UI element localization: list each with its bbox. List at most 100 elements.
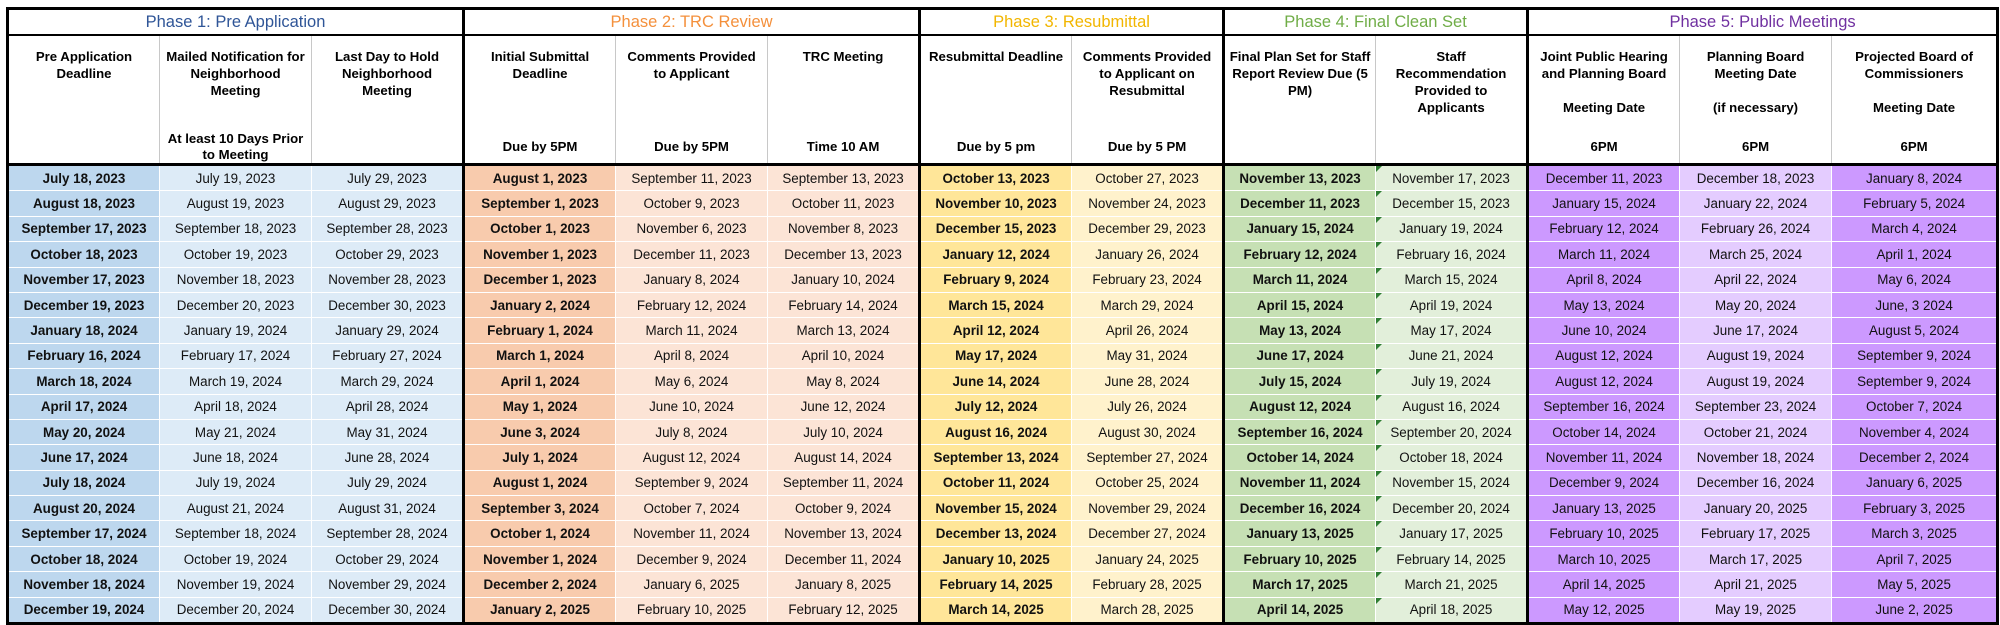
date-cell[interactable]: December 11, 2023 xyxy=(1526,164,1681,192)
date-cell[interactable]: April 7, 2025 xyxy=(1831,546,2000,573)
date-cell[interactable]: April 17, 2024 xyxy=(6,394,160,420)
date-cell[interactable]: April 14, 2025 xyxy=(1222,597,1377,625)
date-cell[interactable]: February 26, 2024 xyxy=(1679,216,1833,243)
date-cell[interactable]: February 10, 2025 xyxy=(615,597,769,625)
date-cell[interactable]: September 16, 2024 xyxy=(1222,419,1377,446)
date-cell[interactable]: January 24, 2025 xyxy=(1071,546,1225,573)
date-cell[interactable]: November 24, 2023 xyxy=(1071,190,1225,217)
date-cell[interactable]: May 6, 2024 xyxy=(615,368,769,395)
date-cell[interactable]: April 28, 2024 xyxy=(311,394,465,420)
date-cell[interactable]: May 31, 2024 xyxy=(1071,343,1225,370)
date-cell[interactable]: December 30, 2023 xyxy=(311,292,465,319)
date-cell[interactable]: May 13, 2024 xyxy=(1526,292,1681,319)
date-cell[interactable]: March 17, 2025 xyxy=(1222,571,1377,598)
date-cell[interactable]: January 18, 2024 xyxy=(6,317,160,344)
date-cell[interactable]: March 4, 2024 xyxy=(1831,216,2000,243)
date-cell[interactable]: February 16, 2024 xyxy=(6,343,160,370)
date-cell[interactable]: January 17, 2025 xyxy=(1375,520,1529,547)
date-cell[interactable]: September 13, 2024 xyxy=(918,444,1073,471)
date-cell[interactable]: October 14, 2024 xyxy=(1526,419,1681,446)
date-cell[interactable]: December 20, 2024 xyxy=(159,597,312,625)
date-cell[interactable]: November 18, 2023 xyxy=(159,267,312,293)
date-cell[interactable]: July 15, 2024 xyxy=(1222,368,1377,395)
date-cell[interactable]: March 19, 2024 xyxy=(159,368,312,395)
date-cell[interactable]: December 19, 2024 xyxy=(6,597,160,625)
date-cell[interactable]: January 13, 2025 xyxy=(1222,520,1377,547)
date-cell[interactable]: October 1, 2024 xyxy=(462,520,617,547)
date-cell[interactable]: June 12, 2024 xyxy=(767,394,921,420)
date-cell[interactable]: August 12, 2024 xyxy=(1526,343,1681,370)
date-cell[interactable]: January 20, 2025 xyxy=(1679,495,1833,522)
date-cell[interactable]: May 17, 2024 xyxy=(1375,317,1529,344)
date-cell[interactable]: January 15, 2024 xyxy=(1222,216,1377,243)
date-cell[interactable]: December 9, 2024 xyxy=(615,546,769,573)
date-cell[interactable]: September 17, 2023 xyxy=(6,216,160,243)
date-cell[interactable]: November 11, 2024 xyxy=(1526,444,1681,471)
date-cell[interactable]: November 13, 2023 xyxy=(1222,164,1377,192)
date-cell[interactable]: December 30, 2024 xyxy=(311,597,465,625)
date-cell[interactable]: April 10, 2024 xyxy=(767,343,921,370)
date-cell[interactable]: November 17, 2023 xyxy=(6,267,160,293)
date-cell[interactable]: September 20, 2024 xyxy=(1375,419,1529,446)
date-cell[interactable]: March 11, 2024 xyxy=(1526,241,1681,268)
date-cell[interactable]: September 27, 2024 xyxy=(1071,444,1225,471)
date-cell[interactable]: July 10, 2024 xyxy=(767,419,921,446)
date-cell[interactable]: July 18, 2023 xyxy=(6,164,160,192)
date-cell[interactable]: August 19, 2023 xyxy=(159,190,312,217)
date-cell[interactable]: February 10, 2025 xyxy=(1222,546,1377,573)
date-cell[interactable]: February 27, 2024 xyxy=(311,343,465,370)
date-cell[interactable]: May 17, 2024 xyxy=(918,343,1073,370)
date-cell[interactable]: February 10, 2025 xyxy=(1526,520,1681,547)
date-cell[interactable]: October 18, 2024 xyxy=(6,546,160,573)
date-cell[interactable]: February 14, 2025 xyxy=(1375,546,1529,573)
date-cell[interactable]: July 1, 2024 xyxy=(462,444,617,471)
date-cell[interactable]: January 29, 2024 xyxy=(311,317,465,344)
date-cell[interactable]: December 2, 2024 xyxy=(1831,444,2000,471)
date-cell[interactable]: September 3, 2024 xyxy=(462,495,617,522)
date-cell[interactable]: February 9, 2024 xyxy=(918,267,1073,293)
date-cell[interactable]: November 15, 2024 xyxy=(918,495,1073,522)
date-cell[interactable]: May 19, 2025 xyxy=(1679,597,1833,625)
date-cell[interactable]: August 16, 2024 xyxy=(918,419,1073,446)
date-cell[interactable]: November 1, 2024 xyxy=(462,546,617,573)
date-cell[interactable]: December 15, 2023 xyxy=(1375,190,1529,217)
date-cell[interactable]: February 3, 2025 xyxy=(1831,495,2000,522)
date-cell[interactable]: December 11, 2023 xyxy=(1222,190,1377,217)
date-cell[interactable]: April 8, 2024 xyxy=(1526,267,1681,293)
date-cell[interactable]: October 29, 2023 xyxy=(311,241,465,268)
date-cell[interactable]: March 17, 2025 xyxy=(1679,546,1833,573)
date-cell[interactable]: July 19, 2024 xyxy=(1375,368,1529,395)
date-cell[interactable]: March 13, 2024 xyxy=(767,317,921,344)
date-cell[interactable]: July 8, 2024 xyxy=(615,419,769,446)
date-cell[interactable]: January 19, 2024 xyxy=(1375,216,1529,243)
date-cell[interactable]: May 13, 2024 xyxy=(1222,317,1377,344)
date-cell[interactable]: February 14, 2025 xyxy=(918,571,1073,598)
date-cell[interactable]: September 11, 2024 xyxy=(767,470,921,497)
date-cell[interactable]: November 15, 2024 xyxy=(1375,470,1529,497)
date-cell[interactable]: October 11, 2024 xyxy=(918,470,1073,497)
date-cell[interactable]: August 21, 2024 xyxy=(159,495,312,522)
date-cell[interactable]: December 11, 2023 xyxy=(615,241,769,268)
date-cell[interactable]: June 17, 2024 xyxy=(1222,343,1377,370)
date-cell[interactable]: January 15, 2024 xyxy=(1526,190,1681,217)
date-cell[interactable]: February 1, 2024 xyxy=(462,317,617,344)
date-cell[interactable]: June 10, 2024 xyxy=(615,394,769,420)
date-cell[interactable]: October 27, 2023 xyxy=(1071,164,1225,192)
date-cell[interactable]: December 19, 2023 xyxy=(6,292,160,319)
date-cell[interactable]: September 9, 2024 xyxy=(1831,343,2000,370)
date-cell[interactable]: October 21, 2024 xyxy=(1679,419,1833,446)
date-cell[interactable]: August 1, 2024 xyxy=(462,470,617,497)
date-cell[interactable]: November 10, 2023 xyxy=(918,190,1073,217)
date-cell[interactable]: November 8, 2023 xyxy=(767,216,921,243)
date-cell[interactable]: December 16, 2024 xyxy=(1222,495,1377,522)
date-cell[interactable]: December 29, 2023 xyxy=(1071,216,1225,243)
date-cell[interactable]: February 16, 2024 xyxy=(1375,241,1529,268)
date-cell[interactable]: March 29, 2024 xyxy=(1071,292,1225,319)
date-cell[interactable]: June 2, 2025 xyxy=(1831,597,2000,625)
date-cell[interactable]: April 12, 2024 xyxy=(918,317,1073,344)
date-cell[interactable]: March 18, 2024 xyxy=(6,368,160,395)
date-cell[interactable]: March 1, 2024 xyxy=(462,343,617,370)
date-cell[interactable]: June 18, 2024 xyxy=(159,444,312,471)
date-cell[interactable]: August 31, 2024 xyxy=(311,495,465,522)
date-cell[interactable]: December 18, 2023 xyxy=(1679,164,1833,192)
